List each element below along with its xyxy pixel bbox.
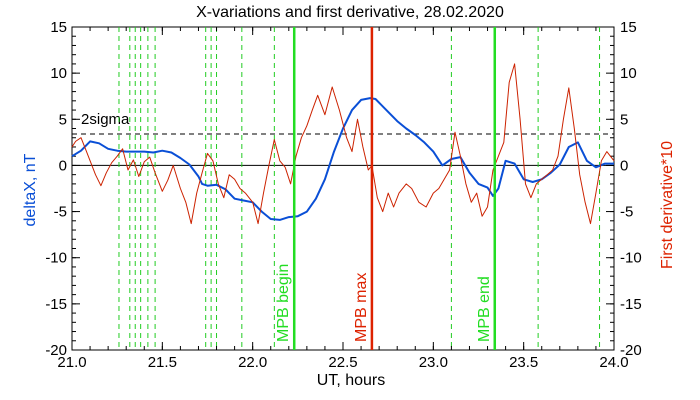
y-tick-label-left-3: -5 xyxy=(54,204,67,221)
plot-frame xyxy=(71,26,615,351)
mpb-label-2: MPB end xyxy=(476,276,493,342)
y-axis-label-right: First derivative*10 xyxy=(659,141,676,269)
y-tick-label-right-2: -10 xyxy=(620,250,642,267)
y-tick-label-right-5: 5 xyxy=(620,111,628,128)
mpb-label-0: MPB begin xyxy=(275,264,292,342)
y-tick-label-right-3: -5 xyxy=(620,204,633,221)
chart-title: X-variations and first derivative, 28.02… xyxy=(196,4,504,21)
y-tick-label-left-2: -10 xyxy=(45,250,67,267)
x-tick-label-0: 21.0 xyxy=(57,354,86,371)
y-tick-label-right-6: 10 xyxy=(620,65,637,82)
series-line-derivative xyxy=(71,63,615,225)
y-tick-label-left-7: 15 xyxy=(50,19,67,36)
y-tick-label-left-6: 10 xyxy=(50,65,67,82)
x-tick-label-5: 23.5 xyxy=(509,354,538,371)
y-tick-label-right-4: 0 xyxy=(620,157,628,174)
series-line-deltax xyxy=(71,97,614,221)
y-tick-label-left-1: -15 xyxy=(45,296,67,313)
sigma-label: 2sigma xyxy=(81,111,130,128)
mpb-label-1: MPB max xyxy=(353,273,370,342)
y-axis-label-left: deltaX, nT xyxy=(22,153,39,226)
x-tick-label-1: 21.5 xyxy=(148,354,177,371)
y-tick-label-right-7: 15 xyxy=(620,19,637,36)
x-tick-label-2: 22.0 xyxy=(238,354,267,371)
y-tick-label-left-5: 5 xyxy=(59,111,67,128)
y-tick-label-right-1: -15 xyxy=(620,296,642,313)
x-tick-label-4: 23.0 xyxy=(419,354,448,371)
y-tick-label-left-0: -20 xyxy=(45,342,67,359)
x-tick-label-3: 22.5 xyxy=(328,354,357,371)
x-axis-label: UT, hours xyxy=(317,372,385,389)
y-tick-label-right-0: -20 xyxy=(620,342,642,359)
x-tick-label-6: 24.0 xyxy=(599,354,628,371)
y-tick-label-left-4: 0 xyxy=(59,157,67,174)
